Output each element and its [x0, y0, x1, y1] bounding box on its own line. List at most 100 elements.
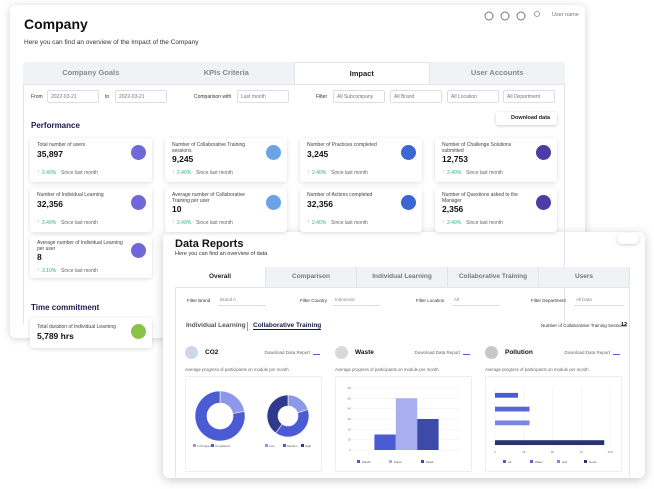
tab[interactable]: Company Goals [62, 68, 120, 77]
tab[interactable]: Users [539, 267, 630, 287]
tab[interactable]: Comparison [266, 267, 357, 287]
chart-frame [485, 376, 622, 472]
kpi-change: 2.40% [312, 170, 327, 176]
kpi-change: 2.40% [42, 220, 57, 226]
panel-icon [185, 346, 198, 359]
kpi-label: Average number of Collaborative Training… [172, 192, 246, 204]
filter-select[interactable]: All Brand [390, 90, 442, 103]
filter-select[interactable]: 2022-03-21 [115, 90, 167, 103]
filter-select[interactable]: All Data [574, 294, 624, 306]
kpi-card: Number of Challenge Solutions submitted 1… [435, 138, 557, 182]
kpi-icon [401, 145, 416, 160]
y-tick-label: 0 [349, 448, 351, 452]
legend-swatch [283, 444, 286, 447]
legend-label: Noise [589, 460, 597, 464]
x-tick-label: 100 [607, 450, 612, 454]
kpi-card: Number of Practices completed 3,245 2.40% ↑… [300, 138, 422, 182]
kpi-label: Total duration of Individual Learning [37, 324, 116, 330]
tab[interactable]: Collaborative Training [448, 267, 539, 287]
filter-select[interactable]: Brand A [218, 294, 266, 306]
download-link[interactable]: Download Data Report [264, 350, 310, 355]
y-tick-label: 30 [348, 417, 352, 421]
filter-select[interactable]: All Department [503, 90, 555, 103]
filter-select[interactable]: All Location [447, 90, 499, 103]
kpi-label: Average number of Individual Learning pe… [37, 240, 123, 252]
filter-select[interactable]: Last month [237, 90, 289, 103]
tab[interactable]: Impact [294, 62, 430, 84]
filter-select[interactable]: 2022-03-21 [47, 90, 99, 103]
y-tick-label: 60 [348, 386, 352, 390]
y-tick-label: 50 [348, 396, 352, 400]
kpi-up-arrow: ↑ [307, 169, 310, 175]
legend-label: In Progress [197, 444, 213, 448]
kpi-since: Since last month [196, 170, 233, 176]
y-tick-label: 10 [348, 438, 352, 442]
kpi-label: Number of Challenge Solutions submitted [442, 142, 512, 154]
kpi-card: Number of Individual Learning 32,356 2.40%… [30, 188, 152, 232]
kpi-since: Since last month [196, 220, 233, 226]
filter-select[interactable]: All Subcompany [333, 90, 385, 103]
kpi-label: Number of Actions completed [307, 192, 373, 198]
download-link[interactable]: Download Data Report [414, 350, 460, 355]
kpi-value: 12,753 [442, 154, 468, 164]
kpi-change: 2.40% [177, 170, 192, 176]
kpi-up-arrow: ↑ [442, 169, 445, 175]
kpi-value: 32,356 [307, 199, 333, 209]
kpi-up-arrow: ↑ [37, 267, 40, 273]
kpi-value: 35,897 [37, 149, 63, 159]
kpi-since: Since last month [61, 170, 98, 176]
download-icon[interactable] [463, 348, 470, 355]
kpi-since: Since last month [331, 170, 368, 176]
kpi-card: Number of Questions asked to the Manager… [435, 188, 557, 232]
kpi-up-arrow: ↑ [172, 219, 175, 225]
kpi-up-arrow: ↑ [442, 219, 445, 225]
filter-select[interactable]: Indonesia [333, 294, 381, 306]
kpi-value: 9,245 [172, 154, 194, 164]
legend-swatch [357, 460, 360, 463]
kpi-icon [131, 145, 146, 160]
tab[interactable]: Individual Learning [357, 267, 448, 287]
legend-label: Paper [394, 460, 402, 464]
kpi-card: Total duration of Individual Learning 5,7… [30, 318, 152, 348]
bar [495, 420, 530, 426]
tab[interactable]: KPIs Criteria [203, 68, 249, 77]
page-subtitle: Here you can find an overview of the Imp… [24, 39, 199, 46]
kpi-up-arrow: ↑ [307, 219, 310, 225]
filter-label: Filter Country [300, 298, 328, 303]
download-link[interactable]: Download Data Report [564, 350, 610, 355]
kpi-card: Average number of Individual Learning pe… [30, 236, 152, 278]
sub-tab[interactable]: Individual Learning [186, 322, 246, 329]
bar [417, 419, 439, 450]
download-button[interactable]: Download data [496, 112, 557, 125]
kpi-label: Number of Individual Learning [37, 192, 104, 198]
legend-swatch [557, 460, 560, 463]
kpi-change: 2.40% [312, 220, 327, 226]
header-icon [500, 11, 510, 21]
kpi-value: 2,356 [442, 204, 464, 214]
chart-frame [335, 376, 472, 472]
tab[interactable]: User Accounts [470, 68, 524, 77]
chart: In Progress Completed Low Medium High [193, 390, 312, 448]
legend-label: Low [269, 444, 275, 448]
kpi-change: 2.40% [447, 220, 462, 226]
kpi-icon [131, 243, 146, 258]
legend-label: Air [508, 460, 512, 464]
filter-label: to [105, 94, 110, 100]
filter-label: Filter Location [416, 298, 445, 303]
filter-select[interactable]: All [452, 294, 500, 306]
chart: 0 25 50 75 100 Air Water Soil Noise [494, 386, 613, 464]
tab[interactable]: Overall [175, 267, 266, 287]
kpi-icon [266, 195, 281, 210]
kpi-value: 10 [172, 204, 182, 214]
legend-swatch [301, 444, 304, 447]
filter-label: Filter [316, 94, 328, 100]
sub-tab[interactable]: Collaborative Training [253, 322, 322, 330]
legend-label: Water [535, 460, 543, 464]
kpi-icon [536, 195, 551, 210]
donut-segment [194, 390, 246, 442]
donut-segment [219, 390, 245, 414]
legend-label: Completed [215, 444, 230, 448]
download-icon[interactable] [613, 348, 620, 355]
chart-title: Average progress of participants on modu… [185, 367, 289, 372]
download-icon[interactable] [313, 348, 320, 355]
